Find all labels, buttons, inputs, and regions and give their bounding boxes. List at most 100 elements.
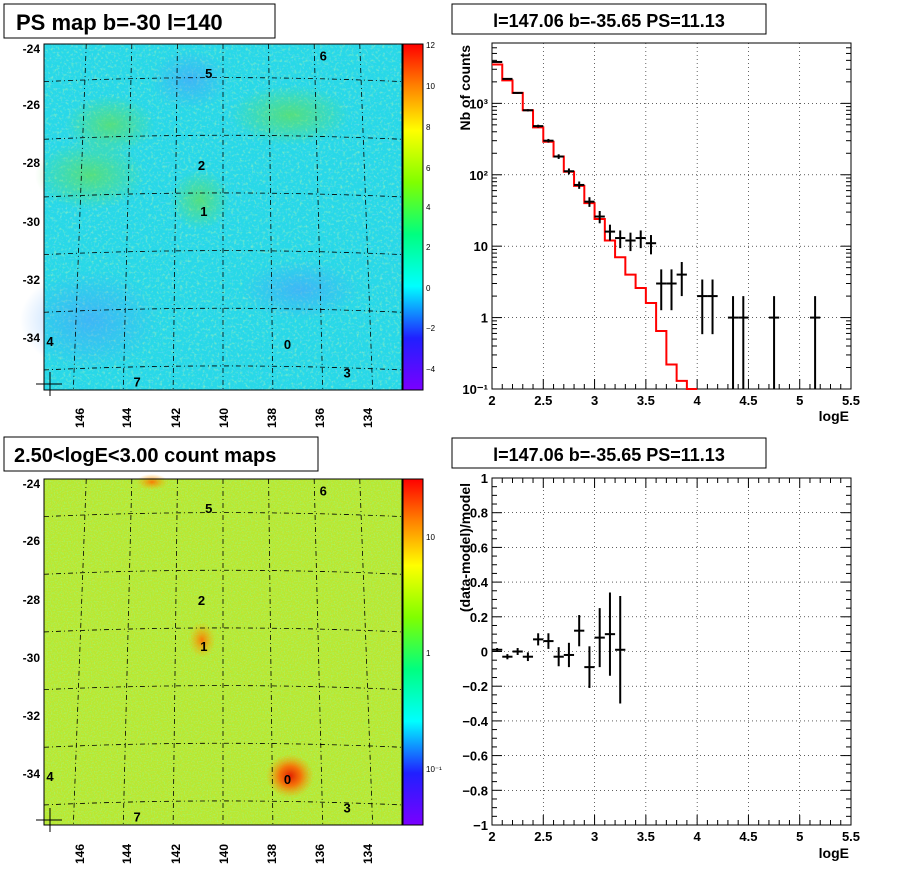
- ps-map-low-region: [20, 270, 160, 370]
- count-map-x-axis: 146 144 142 140 138 136 134: [73, 844, 375, 864]
- ps-colorbar-tick: −4: [426, 365, 436, 374]
- map-source-label: 0: [284, 772, 291, 787]
- residual-x-tick-label: 4: [694, 829, 702, 844]
- map-source-label: 3: [343, 366, 350, 381]
- ps-colorbar-tick: 6: [426, 164, 431, 173]
- ps-map-y-axis: -24 -26 -28 -30 -32 -34: [23, 42, 41, 345]
- residual-data-point: [574, 615, 585, 647]
- count-x-tick: 142: [169, 844, 183, 864]
- residual-y-axis-label: (data-model)/model: [457, 483, 473, 612]
- ps-y-tick: -24: [23, 42, 41, 56]
- ps-x-tick: 138: [265, 408, 279, 428]
- spectrum-model-histogram: [492, 63, 698, 390]
- residual-title: l=147.06 b=-35.65 PS=11.13: [493, 445, 725, 465]
- ps-map-diffuse-region: [35, 140, 145, 210]
- ps-map-title-box: [3, 3, 276, 39]
- spectrum-x-tick-label: 5: [796, 393, 803, 408]
- spectrum-x-tick-label: 5.5: [842, 393, 860, 408]
- ps-map-diffuse-region: [230, 85, 350, 145]
- ps-y-tick: -32: [23, 273, 41, 287]
- residual-y-tick-label: −0.2: [462, 679, 488, 694]
- map-longitude-line: [122, 43, 133, 391]
- count-colorbar-tick: 10: [426, 533, 435, 542]
- ps-colorbar-tick: −2: [426, 324, 436, 333]
- spectrum-data-point: [738, 296, 749, 389]
- ps-map-origin-cross: [36, 372, 62, 396]
- spectrum-data-point: [553, 154, 564, 159]
- map-longitude-line: [172, 478, 178, 826]
- residual-x-tick-label: 2.5: [534, 829, 552, 844]
- residual-data-point: [502, 654, 513, 660]
- map-source-label: 2: [198, 158, 205, 173]
- ps-map-low-region: [240, 260, 360, 320]
- ps-map-source-labels: 0 1 2 3 4 5 6 7: [46, 49, 350, 390]
- ps-colorbar-tick: 12: [426, 41, 435, 50]
- count-map-coordinate-grid: [43, 478, 403, 826]
- ps-map-colorbar: 12 10 8 6 4 2 0 −2 −4: [402, 41, 436, 391]
- count-map-origin-cross: [36, 808, 62, 832]
- count-map-source-labels: 0 1 2 3 4 5 6 7: [46, 484, 350, 825]
- residual-x-axis-label: logE: [819, 845, 849, 861]
- residual-y-tick-label: −0.6: [462, 749, 488, 764]
- map-source-label: 1: [200, 639, 207, 654]
- spectrum-data-point: [563, 168, 575, 175]
- spectrum-data-point: [512, 91, 523, 94]
- ps-map-plot-area: 0 1 2 3 4 5 6 7: [20, 43, 403, 396]
- residual-panel: l=147.06 b=-35.65 PS=11.13 2 2.5 3 3.5 4 4.5 5…: [451, 437, 860, 861]
- count-map-source-glow: [136, 474, 168, 490]
- spectrum-title: l=147.06 b=-35.65 PS=11.13: [493, 11, 725, 31]
- spectrum-y-tick-label: 1: [481, 311, 488, 326]
- spectrum-data-point: [604, 224, 616, 241]
- map-longitude-line: [72, 478, 87, 826]
- residual-data-point: [512, 648, 523, 655]
- ps-map-diffuse-region: [170, 170, 230, 230]
- residual-y-tick-label: 0.6: [470, 540, 488, 555]
- spectrum-data-point: [656, 269, 667, 311]
- spectrum-x-tick-label: 2: [488, 393, 495, 408]
- spectrum-data-point: [707, 279, 718, 335]
- spectrum-data-point: [502, 77, 513, 80]
- map-source-label: 7: [133, 374, 140, 389]
- spectrum-panel: l=147.06 b=-35.65 PS=11.13 2 2.5 3 3.5 4 4.5 5…: [451, 3, 860, 424]
- count-map-panel: 2.50<logE<3.00 count maps 0 1 2 3 4 5 6 7 -24 -…: [3, 436, 442, 864]
- spectrum-data-point: [768, 296, 780, 389]
- count-x-tick: 134: [361, 844, 375, 864]
- spectrum-data-point: [809, 296, 821, 389]
- residual-x-tick-label: 3: [591, 829, 598, 844]
- map-source-label: 6: [320, 484, 327, 499]
- ps-map-low-region: [150, 50, 230, 110]
- count-x-tick: 138: [265, 844, 279, 864]
- residual-frame: [491, 477, 852, 826]
- spectrum-x-tick-label: 2.5: [534, 393, 552, 408]
- map-longitude-line: [172, 43, 178, 391]
- map-longitude-line: [72, 43, 87, 391]
- map-source-label: 1: [200, 204, 207, 219]
- count-x-tick: 140: [217, 844, 231, 864]
- residual-y-tick-label: −1: [473, 818, 488, 833]
- map-source-label: 0: [284, 337, 291, 352]
- ps-y-tick: -28: [23, 156, 41, 170]
- map-longitude-line: [268, 478, 274, 826]
- spectrum-y-tick-label: 10²: [469, 168, 488, 183]
- spectrum-y-tick-label: 10: [474, 239, 488, 254]
- count-y-tick: -30: [23, 651, 41, 665]
- residual-data-point: [533, 633, 544, 646]
- ps-colorbar-tick: 0: [426, 284, 431, 293]
- spectrum-data-point: [533, 124, 544, 128]
- spectrum-data-point: [645, 235, 657, 255]
- map-source-label: 5: [205, 501, 212, 516]
- residual-y-tick-label: −0.4: [462, 714, 488, 729]
- ps-y-tick: -26: [23, 98, 41, 112]
- ps-colorbar-strip: [402, 43, 424, 391]
- count-colorbar-tick: 10⁻¹: [426, 765, 442, 774]
- spectrum-x-tick-label: 3.5: [637, 393, 655, 408]
- residual-y-tick-label: −0.8: [462, 783, 488, 798]
- ps-x-tick: 136: [313, 408, 327, 428]
- ps-colorbar-tick: 10: [426, 82, 435, 91]
- spectrum-data-point: [666, 269, 677, 311]
- spectrum-data-point: [594, 210, 605, 224]
- spectrum-data-point: [522, 109, 534, 112]
- residual-y-tick-label: 1: [481, 471, 488, 486]
- count-map-source-glow: [266, 754, 314, 798]
